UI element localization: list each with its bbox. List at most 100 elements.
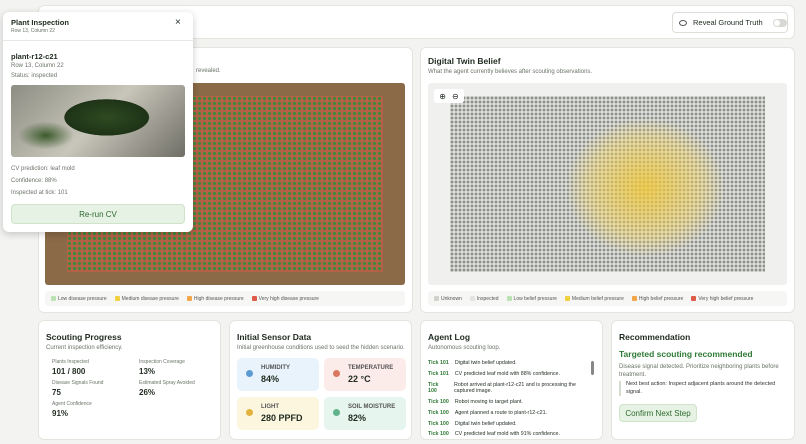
- stat-value: 101 / 800: [52, 367, 86, 376]
- plant-status: Status: inspected: [11, 73, 58, 79]
- stat-value: 91%: [52, 409, 69, 418]
- log-entry: Tick 100 CV predicted leaf mold with 91% …: [428, 431, 588, 438]
- sensor-icon: [246, 370, 253, 377]
- log-card: Agent Log Autonomous scouting loop. Tick…: [420, 320, 603, 440]
- stat: Estimated Spray Avoided 26%: [139, 380, 195, 397]
- legend-item: Low disease pressure: [51, 296, 107, 302]
- log-text: Digital twin belief updated.: [454, 360, 517, 366]
- recommendation-card: Recommendation Targeted scouting recomme…: [611, 320, 795, 440]
- stat: Agent Confidence 91%: [52, 401, 92, 418]
- switch: [772, 18, 787, 27]
- log-entry: Tick 100 Digital twin belief updated.: [428, 421, 588, 428]
- stat: Disease Signals Found 75: [52, 380, 103, 397]
- legend-swatch: [186, 296, 192, 301]
- sensor-value: 82%: [348, 413, 367, 423]
- progress-card: Scouting Progress Current inspection eff…: [38, 320, 221, 440]
- belief-map[interactable]: [428, 83, 787, 285]
- plant-id: plant-r12-c21: [11, 52, 58, 61]
- log-text: Robot moving to target plant.: [454, 399, 523, 405]
- legend-label: Low belief pressure: [513, 295, 557, 302]
- log-entry: Tick 101 CV predicted leaf mold with 88% …: [428, 371, 588, 378]
- stat: Plants Inspected 101 / 800: [52, 359, 89, 376]
- legend-swatch: [434, 296, 439, 301]
- sensor-label: SOIL MOISTURE: [348, 404, 396, 410]
- legend-item: Inspected: [469, 296, 499, 302]
- leaf-image: [11, 85, 185, 157]
- panel-title: Digital Twin Belief: [428, 56, 501, 66]
- sensor-icon: [333, 409, 340, 416]
- sensor-tile: SOIL MOISTURE 82%: [324, 397, 406, 430]
- stat-label: Estimated Spray Avoided: [139, 380, 195, 386]
- legend-swatch: [564, 296, 570, 301]
- legend-swatch: [251, 296, 257, 301]
- legend-label: High belief pressure: [638, 295, 684, 302]
- plant-location: Row 13, Column 22: [11, 63, 64, 69]
- log-text: Digital twin belief updated.: [454, 420, 517, 427]
- legend-label: High disease pressure: [193, 295, 244, 302]
- stat-label: Disease Signals Found: [52, 380, 104, 386]
- sensor-label: TEMPERATURE: [348, 365, 394, 371]
- reveal-toggle[interactable]: Reveal Ground Truth: [672, 12, 788, 33]
- headline: Targeted scouting recommended: [619, 349, 753, 359]
- sensor-label: HUMIDITY: [261, 365, 290, 371]
- legend: Low disease pressure Medium disease press…: [45, 291, 405, 306]
- rerun-button[interactable]: Re-run CV: [11, 204, 185, 224]
- detail: Disease signal detected. Prioritize neig…: [619, 364, 779, 379]
- legend-item: Medium disease pressure: [114, 295, 179, 302]
- legend-item: Low belief pressure: [506, 295, 557, 302]
- legend-item: Medium belief pressure: [564, 295, 624, 302]
- card-subtitle: Current inspection efficiency.: [46, 345, 123, 351]
- sensor-card: Initial Sensor Data Initial greenhouse c…: [229, 320, 412, 440]
- sensor-tile: LIGHT 280 PPFD: [237, 397, 319, 430]
- log-entry: Tick 100 Robot arrived at plant-r12-c21 a…: [428, 382, 588, 395]
- zoom-in[interactable]: ⊕: [439, 91, 446, 101]
- legend-label: Medium belief pressure: [571, 295, 624, 302]
- stat-label: Plants Inspected: [52, 359, 89, 365]
- log-entry: Tick 100 Robot moving to target plant.: [428, 399, 588, 406]
- sensor-tile: TEMPERATURE 22 °C: [324, 358, 406, 391]
- close-button[interactable]: ×: [175, 17, 181, 28]
- log-tick: Tick 101: [428, 370, 449, 377]
- log-text: CV predicted leaf mold with 91% confiden…: [454, 431, 560, 438]
- inspection-tick: Inspected at tick: 101: [11, 190, 68, 196]
- legend-swatch: [51, 296, 56, 301]
- log-text: Robot arrived at plant-r12-c21 and is pr…: [454, 381, 576, 395]
- legend-label: Very high disease pressure: [258, 295, 319, 302]
- confirm-button[interactable]: Confirm Next Step: [619, 404, 697, 422]
- scrollbar[interactable]: [591, 361, 594, 375]
- sensor-icon: [333, 370, 340, 377]
- reveal-label: Reveal Ground Truth: [693, 18, 763, 27]
- popup-title: Plant Inspection: [11, 18, 69, 27]
- legend-item: High disease pressure: [186, 295, 244, 302]
- log-tick: Tick 101: [428, 360, 449, 366]
- legend-swatch: [506, 296, 512, 301]
- stat-value: 26%: [139, 388, 156, 397]
- log-tick: Tick 100: [428, 399, 449, 405]
- legend-label: Medium disease pressure: [121, 295, 179, 302]
- card-title: Initial Sensor Data: [237, 332, 312, 342]
- card-title: Agent Log: [428, 332, 471, 342]
- stat-label: Agent Confidence: [52, 401, 92, 407]
- legend-item: High belief pressure: [631, 295, 684, 302]
- log-text: CV predicted leaf mold with 88% confiden…: [454, 370, 560, 377]
- legend-swatch: [631, 296, 637, 301]
- legend-swatch: [469, 296, 475, 301]
- card-title: Recommendation: [619, 332, 691, 342]
- stat-value: 75: [52, 388, 61, 397]
- sensor-icon: [246, 409, 253, 416]
- next-action: Next best action: Inspect adjacent plant…: [619, 381, 789, 397]
- legend-label: Very high belief pressure: [698, 295, 754, 302]
- sensor-value: 84%: [261, 374, 280, 384]
- card-subtitle: Autonomous scouting loop.: [428, 345, 501, 351]
- greenhouse-map[interactable]: [45, 83, 405, 285]
- log-tick: Tick 100: [428, 420, 449, 427]
- zoom-out[interactable]: ⊖: [452, 91, 459, 101]
- stat-value: 13%: [139, 367, 156, 376]
- log-tick: Tick 100: [428, 409, 449, 416]
- sensor-tile: HUMIDITY 84%: [237, 358, 319, 391]
- legend-item: Very high disease pressure: [251, 295, 319, 302]
- card-title: Scouting Progress: [46, 332, 122, 342]
- legend-swatch: [114, 296, 120, 301]
- panel-subtitle: revealed.: [196, 68, 221, 74]
